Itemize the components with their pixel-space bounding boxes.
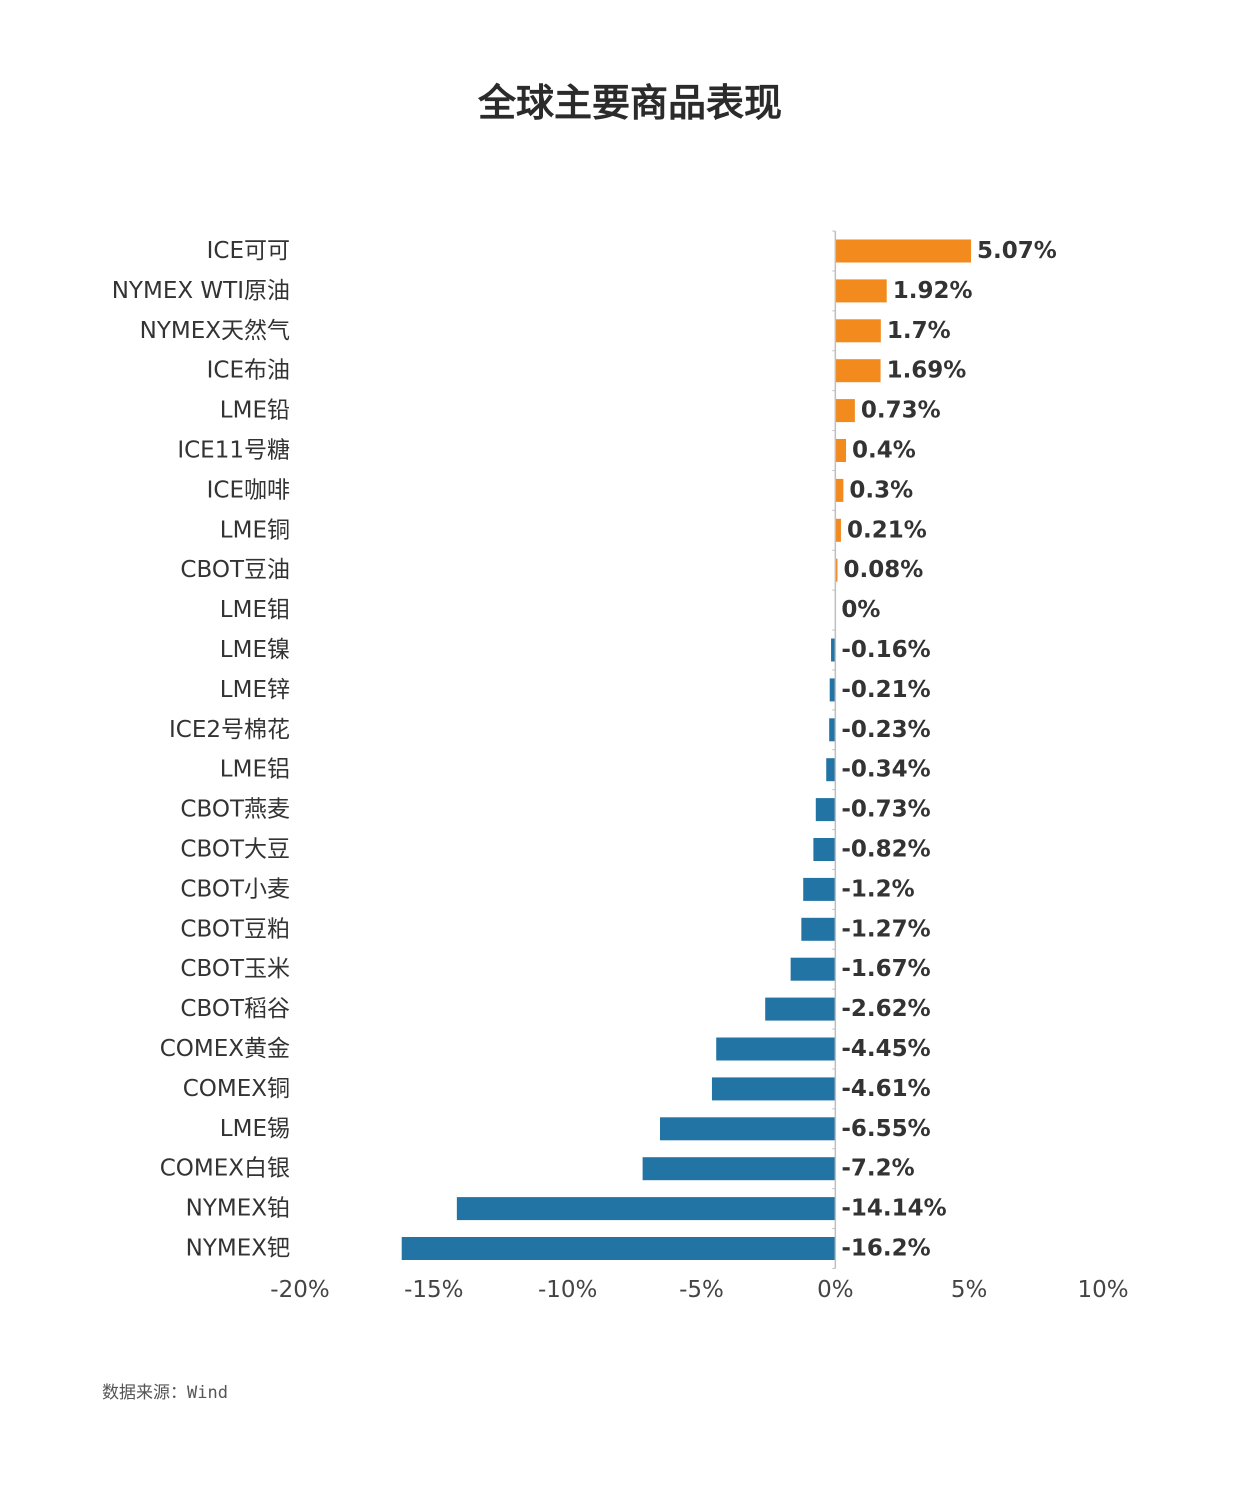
category-label-18: CBOT玉米 [180, 956, 290, 982]
category-label-3: ICE布油 [207, 358, 290, 384]
bar-22 [660, 1117, 836, 1141]
bar-8 [835, 558, 838, 582]
value-label-25: -16.2% [841, 1236, 930, 1262]
category-label-5: ICE11号糖 [177, 438, 290, 464]
bar-0 [835, 239, 972, 263]
category-labels-group: ICE可可 NYMEX WTI原油 NYMEX天然气 ICE布油 LME铅 ICE11号糖… [112, 238, 290, 1262]
category-label-0: ICE可可 [207, 238, 290, 264]
category-label-6: ICE咖啡 [207, 477, 290, 503]
value-label-16: -1.2% [841, 876, 914, 902]
value-label-18: -1.67% [841, 956, 930, 982]
bar-10 [831, 638, 836, 662]
category-label-22: LME锡 [220, 1116, 290, 1142]
x-tick-label-3: -5% [679, 1277, 724, 1303]
category-label-7: LME铜 [220, 517, 290, 543]
x-tick-label-4: 0% [817, 1277, 854, 1303]
x-tick-label-2: -10% [538, 1277, 597, 1303]
category-label-25: NYMEX钯 [186, 1236, 290, 1262]
bar-18 [790, 957, 836, 981]
value-label-8: 0.08% [843, 557, 923, 583]
bar-21 [711, 1077, 836, 1101]
category-label-20: COMEX黄金 [160, 1036, 290, 1062]
bar-2 [835, 319, 881, 343]
bar-13 [826, 758, 836, 782]
value-label-19: -2.62% [841, 996, 930, 1022]
bar-24 [456, 1197, 836, 1221]
value-label-0: 5.07% [977, 238, 1057, 264]
value-label-15: -0.82% [841, 837, 930, 863]
value-label-22: -6.55% [841, 1116, 930, 1142]
chart-title: 全球主要商品表现 [477, 81, 782, 125]
x-tick-label-0: -20% [270, 1277, 329, 1303]
bar-1 [835, 279, 887, 303]
value-label-9: 0% [841, 597, 880, 623]
bar-5 [835, 439, 847, 462]
category-label-17: CBOT豆粕 [180, 916, 290, 942]
value-label-13: -0.34% [841, 757, 930, 783]
value-label-10: -0.16% [841, 637, 930, 663]
category-label-4: LME铅 [220, 398, 290, 424]
category-label-10: LME镍 [220, 637, 290, 663]
value-label-1: 1.92% [893, 278, 973, 304]
value-label-24: -14.14% [841, 1196, 946, 1222]
category-label-19: CBOT稻谷 [180, 996, 290, 1022]
category-label-11: LME锌 [220, 677, 290, 703]
bar-3 [835, 359, 881, 383]
bar-4 [835, 399, 855, 423]
category-label-21: COMEX铜 [183, 1076, 290, 1102]
category-label-14: CBOT燕麦 [180, 797, 290, 823]
value-label-2: 1.7% [887, 318, 951, 344]
category-label-2: NYMEX天然气 [140, 318, 290, 344]
x-tick-label-1: -15% [404, 1277, 463, 1303]
bar-25 [401, 1237, 836, 1260]
value-label-12: -0.23% [841, 717, 930, 743]
category-label-9: LME钼 [220, 597, 290, 623]
bar-20 [716, 1037, 836, 1061]
category-label-24: NYMEX铂 [186, 1196, 290, 1222]
bar-23 [642, 1157, 836, 1181]
value-labels-group: 5.07%1.92% 1.7% 1.69% 0.73% 0.4% 0.3% 0.21% 0.0… [841, 238, 1057, 1262]
bar-17 [801, 917, 836, 941]
value-label-5: 0.4% [852, 438, 916, 464]
bar-12 [829, 718, 836, 742]
bar-15 [813, 838, 836, 861]
value-label-11: -0.21% [841, 677, 930, 703]
bar-14 [815, 798, 836, 822]
value-label-23: -7.2% [841, 1156, 914, 1182]
bar-11 [829, 678, 836, 702]
source-note: 数据来源：Wind [102, 1383, 228, 1403]
bar-6 [835, 478, 844, 502]
value-label-6: 0.3% [849, 477, 913, 503]
value-label-17: -1.27% [841, 916, 930, 942]
value-label-20: -4.45% [841, 1036, 930, 1062]
category-label-16: CBOT小麦 [180, 876, 290, 902]
axis-group [832, 230, 837, 1269]
category-label-8: CBOT豆油 [180, 557, 290, 583]
bar-7 [835, 518, 841, 542]
value-label-3: 1.69% [887, 358, 967, 384]
x-tick-labels-group: -20% -15% -10% -5% 0% 5% 10% [270, 1277, 1128, 1303]
category-label-12: ICE2号棉花 [169, 717, 290, 743]
bars-group [401, 239, 972, 1260]
bar-16 [803, 877, 836, 901]
value-label-4: 0.73% [861, 398, 941, 424]
bar-19 [765, 997, 836, 1021]
x-tick-label-5: 5% [951, 1277, 988, 1303]
value-label-21: -4.61% [841, 1076, 930, 1102]
category-label-23: COMEX白银 [160, 1156, 290, 1182]
value-label-14: -0.73% [841, 797, 930, 823]
value-label-7: 0.21% [847, 517, 927, 543]
category-label-1: NYMEX WTI原油 [112, 278, 290, 304]
x-tick-label-6: 10% [1077, 1277, 1128, 1303]
category-label-13: LME铝 [220, 757, 290, 783]
category-label-15: CBOT大豆 [180, 837, 290, 863]
